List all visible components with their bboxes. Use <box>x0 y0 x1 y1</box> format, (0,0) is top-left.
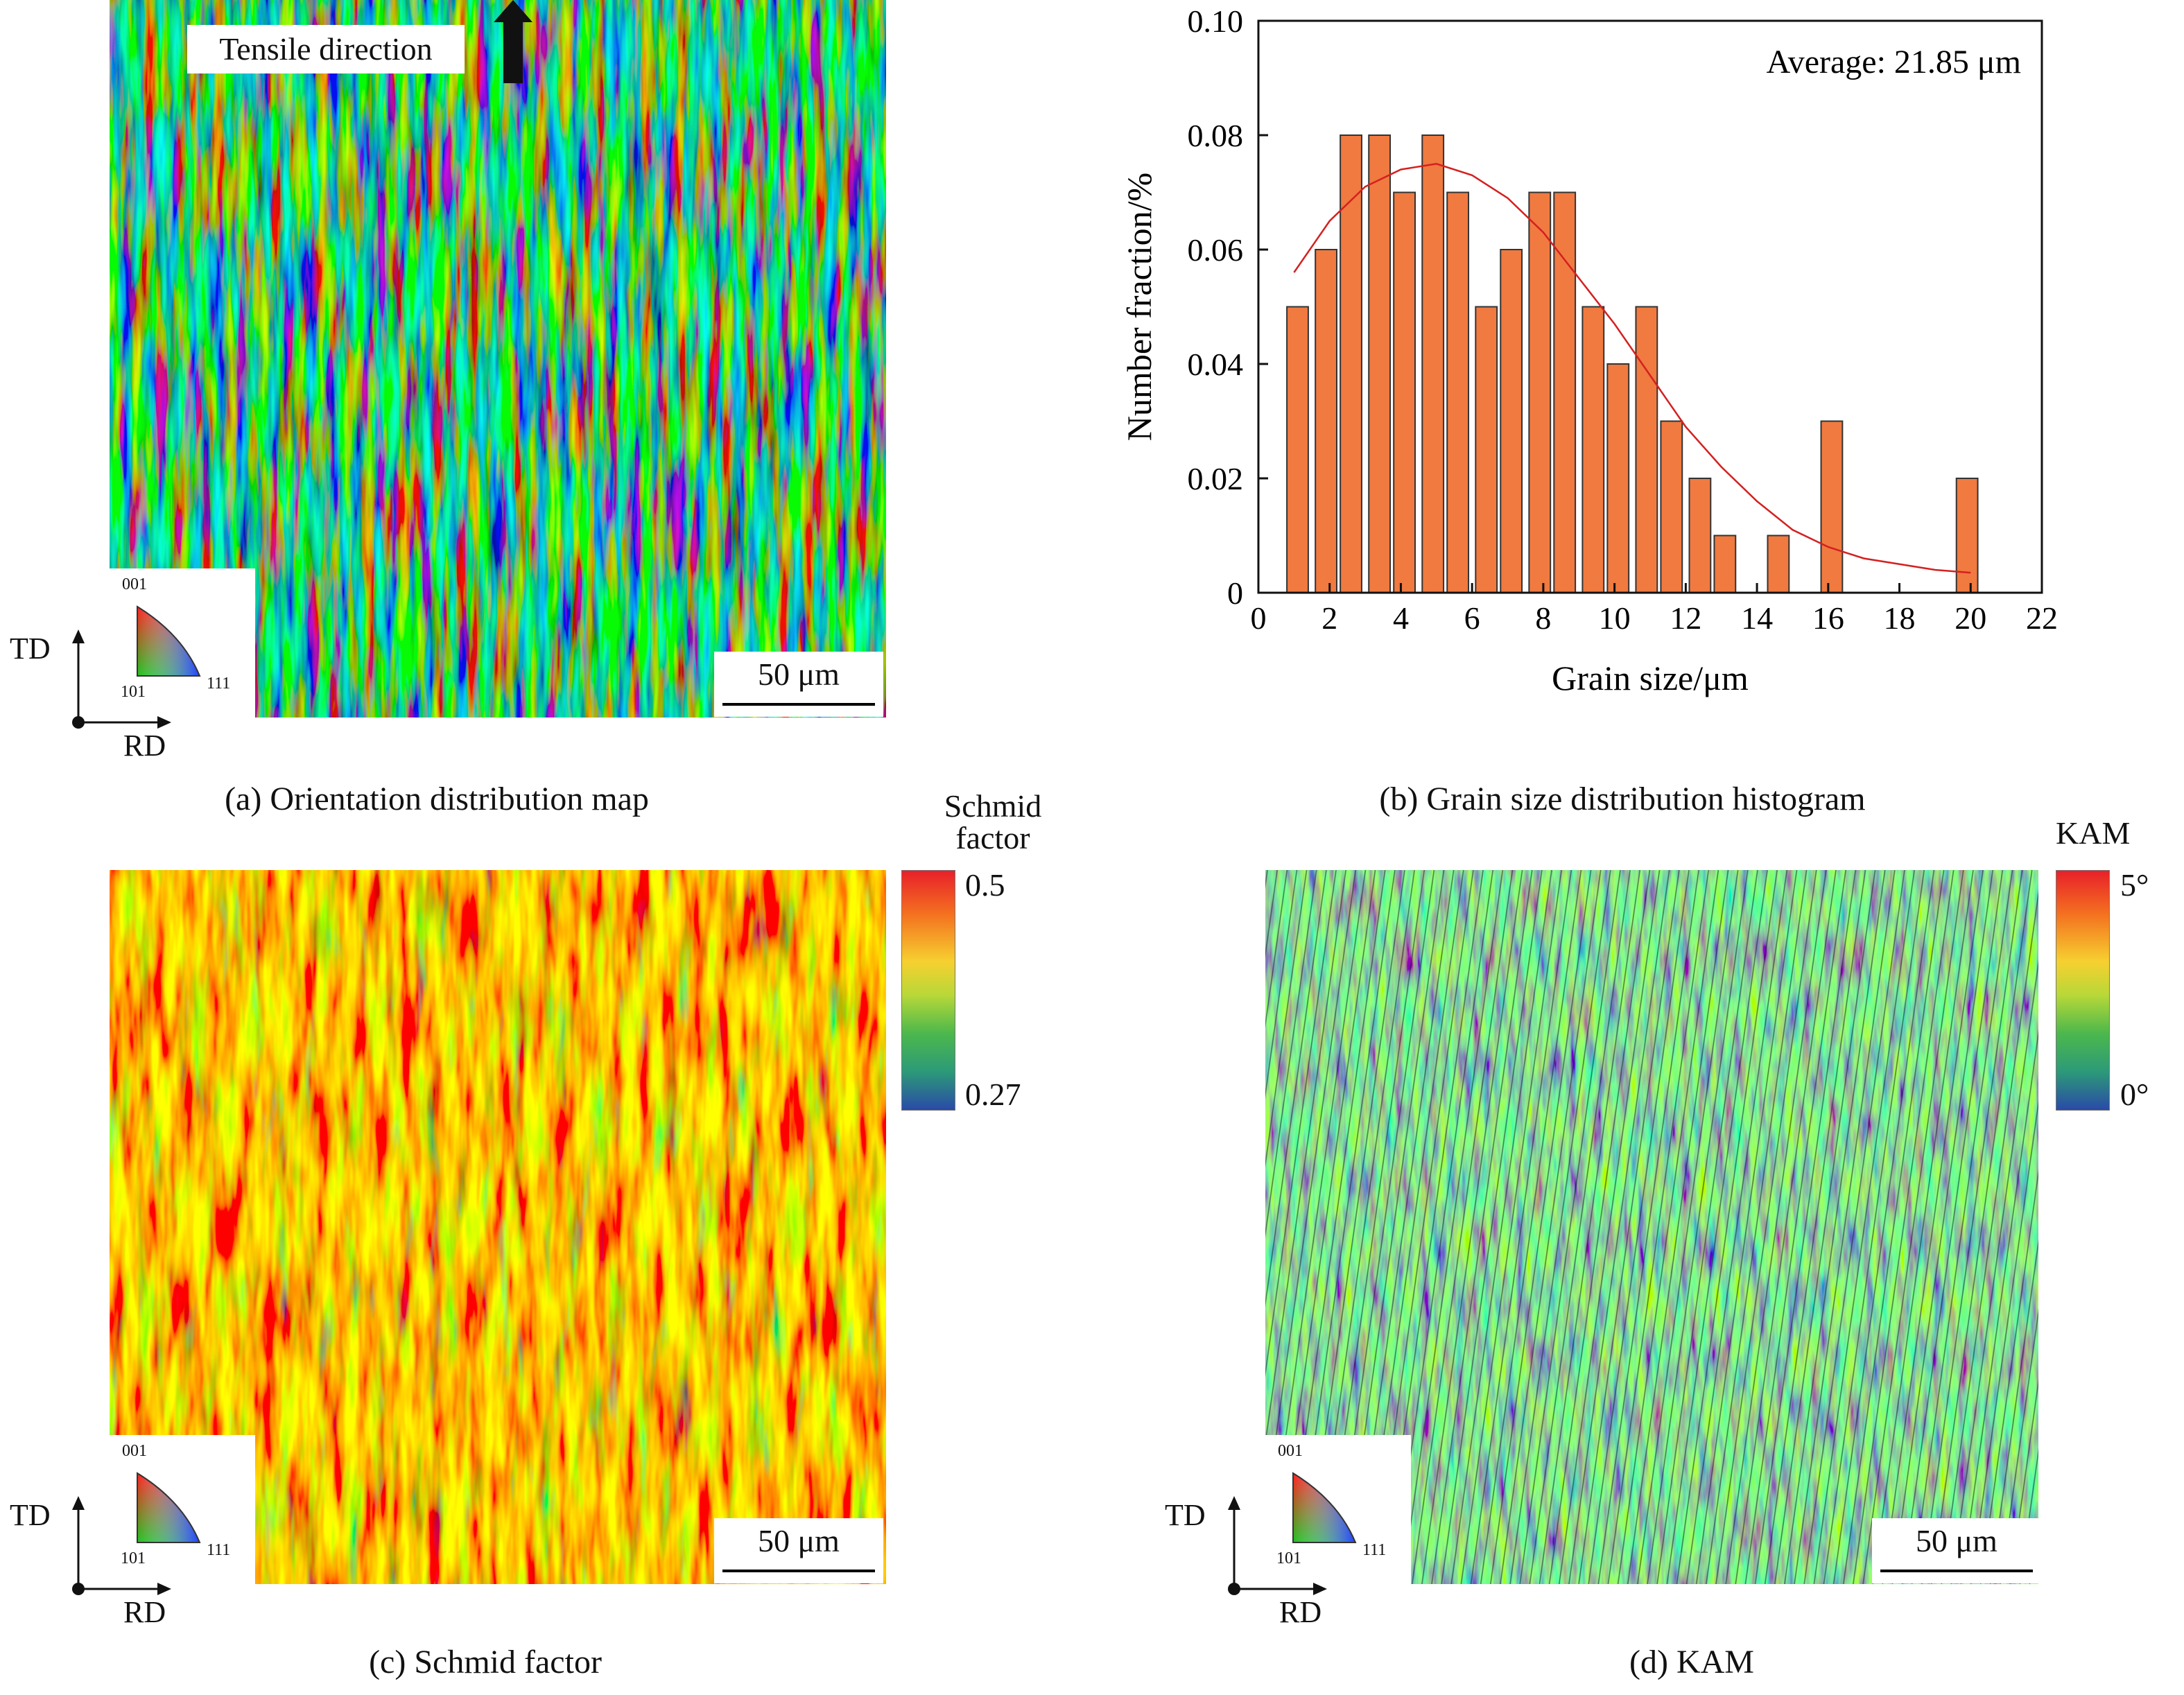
ipf-triangle-icon <box>137 1472 201 1543</box>
schmid-colorbar-max: 0.5 <box>965 867 1005 903</box>
ipf-label-111: 111 <box>207 1541 231 1559</box>
histogram-bar <box>1500 249 1523 593</box>
tensile-direction-label: Tensile direction <box>187 25 465 73</box>
ipf-label-111: 111 <box>1362 1541 1387 1559</box>
x-tick-label: 10 <box>1599 600 1631 636</box>
histogram-bar <box>1635 306 1658 593</box>
ipf-label-101: 101 <box>121 1549 146 1567</box>
ipf-legend-a: 001 101 111 <box>116 572 248 711</box>
histogram-bar <box>1660 420 1683 593</box>
histogram-bar <box>1606 363 1630 593</box>
schmid-title-line2: factor <box>955 820 1030 855</box>
ipf-label-001: 001 <box>1278 1442 1303 1460</box>
histogram-bar <box>1315 249 1338 593</box>
ipf-label-101: 101 <box>1276 1549 1301 1567</box>
kam-colorbar-title: KAM <box>2056 815 2131 851</box>
ipf-triangle-icon <box>137 605 201 677</box>
scale-bar-line <box>1880 1570 2033 1572</box>
rd-label-a: RD <box>123 729 166 763</box>
scale-bar-label: 50 μm <box>758 1523 840 1558</box>
histogram-bar <box>1581 306 1605 593</box>
ipf-label-111: 111 <box>207 675 231 693</box>
average-annotation: Average: 21.85 μm <box>1767 44 2021 80</box>
x-tick-label: 14 <box>1741 600 1773 636</box>
caption-a: (a) Orientation distribution map <box>225 781 649 817</box>
scale-bar-label: 50 μm <box>758 657 840 692</box>
scale-bar-label: 50 μm <box>1916 1523 1997 1558</box>
schmid-colorbar-title: Schmid factor <box>937 790 1048 854</box>
td-label-c: TD <box>10 1498 51 1532</box>
scale-bar-d: 50 μm <box>1872 1518 2041 1583</box>
scale-bar-a: 50 μm <box>714 652 883 717</box>
histogram-bar <box>1340 134 1362 593</box>
ipf-label-001: 001 <box>122 575 147 593</box>
fit-curve <box>1293 162 1971 574</box>
x-axis-label: Grain size/μm <box>1552 659 1749 697</box>
kam-colorbar-min: 0° <box>2120 1077 2149 1112</box>
histogram-bar <box>1688 478 1712 593</box>
x-tick-label: 6 <box>1464 600 1480 636</box>
scale-bar-c: 50 μm <box>714 1518 883 1583</box>
y-tick-label: 0 <box>1227 575 1243 611</box>
rd-label-c: RD <box>123 1595 166 1629</box>
histogram-bar <box>1393 191 1416 593</box>
histogram-bar <box>1955 478 1979 593</box>
y-tick-label: 0.04 <box>1188 347 1244 382</box>
rd-label-d: RD <box>1279 1595 1322 1629</box>
histogram-bar <box>1421 134 1445 593</box>
plot-frame <box>1257 19 2043 594</box>
histogram-bar <box>1767 534 1790 593</box>
kam-colorbar-max: 5° <box>2120 867 2149 903</box>
td-rd-axes-icon-c <box>72 1496 171 1595</box>
histogram-bar <box>1446 191 1470 593</box>
schmid-colorbar-min: 0.27 <box>965 1077 1021 1112</box>
schmid-colorbar <box>901 870 955 1111</box>
histogram-bar <box>1553 191 1577 593</box>
schmid-title-line1: Schmid <box>944 788 1042 824</box>
x-tick-label: 12 <box>1670 600 1701 636</box>
ipf-legend-d: 001 101 111 <box>1272 1438 1404 1577</box>
td-label-d: TD <box>1165 1498 1206 1532</box>
ipf-triangle-icon <box>1292 1472 1357 1543</box>
x-tick-label: 8 <box>1535 600 1551 636</box>
y-axis-label: Number fraction/% <box>1120 173 1159 441</box>
y-tick-label: 0.10 <box>1188 3 1244 39</box>
y-tick-label: 0.02 <box>1188 461 1244 496</box>
y-tick-label: 0.08 <box>1188 118 1244 153</box>
histogram-bar <box>1820 420 1844 593</box>
scale-bar-line <box>722 703 875 706</box>
x-tick-label: 16 <box>1812 600 1844 636</box>
y-tick-label: 0.06 <box>1188 232 1244 268</box>
grain-size-histogram: 0 2 4 6 8 10 12 14 16 18 20 22 0 0.02 0.04 0.06 0.08 0.10… <box>1120 3 2058 697</box>
scale-bar-line <box>722 1570 875 1572</box>
ipf-label-101: 101 <box>121 683 146 701</box>
histogram-bar <box>1368 134 1392 593</box>
histogram-bar <box>1286 306 1309 593</box>
kam-colorbar <box>2056 870 2110 1111</box>
histogram-bar <box>1475 306 1498 593</box>
td-rd-axes-icon-a <box>72 629 171 729</box>
x-tick-label: 2 <box>1321 600 1337 636</box>
ipf-legend-c: 001 101 111 <box>116 1438 248 1577</box>
td-rd-axes-icon-d <box>1228 1496 1327 1595</box>
td-label-a: TD <box>10 632 51 666</box>
ipf-label-001: 001 <box>122 1442 147 1460</box>
tensile-arrow-icon <box>494 0 532 83</box>
x-tick-label: 22 <box>2026 600 2058 636</box>
x-tick-label: 0 <box>1251 600 1267 636</box>
x-tick-label: 18 <box>1884 600 1916 636</box>
x-tick-label: 4 <box>1393 600 1409 636</box>
caption-d: (d) KAM <box>1629 1644 1754 1680</box>
x-tick-label: 20 <box>1955 600 1986 636</box>
caption-c: (c) Schmid factor <box>369 1644 602 1680</box>
histogram-bar <box>1713 534 1737 593</box>
caption-b: (b) Grain size distribution histogram <box>1379 781 1866 817</box>
histogram-bar <box>1528 191 1552 593</box>
